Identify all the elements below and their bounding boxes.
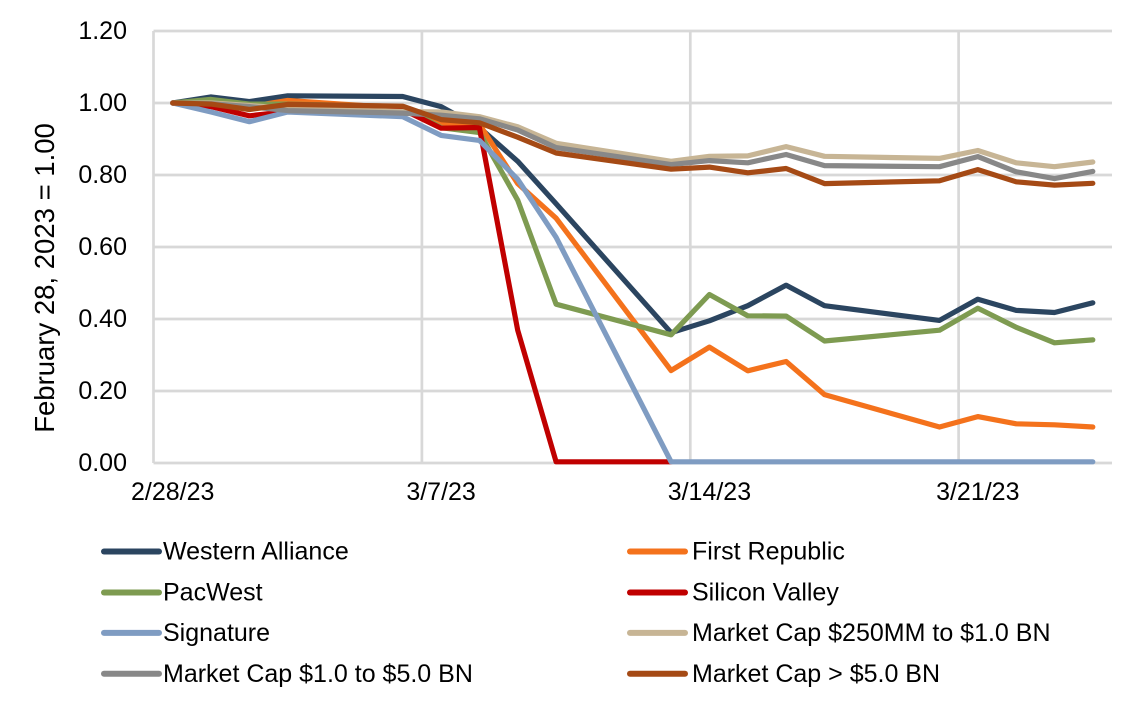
svg-text:First Republic: First Republic: [692, 538, 845, 566]
svg-text:Western Alliance: Western Alliance: [163, 538, 349, 566]
svg-text:3/21/23: 3/21/23: [936, 478, 1019, 506]
svg-text:2/28/23: 2/28/23: [131, 478, 214, 506]
svg-text:PacWest: PacWest: [163, 579, 263, 607]
svg-text:3/14/23: 3/14/23: [668, 478, 751, 506]
svg-text:1.20: 1.20: [78, 17, 127, 45]
svg-text:February 28, 2023 = 1.00: February 28, 2023 = 1.00: [29, 123, 60, 433]
svg-text:3/7/23: 3/7/23: [406, 478, 476, 506]
svg-text:Silicon Valley: Silicon Valley: [692, 579, 839, 607]
svg-text:Signature: Signature: [163, 619, 270, 647]
svg-text:Market Cap $250MM to $1.0 BN: Market Cap $250MM to $1.0 BN: [692, 619, 1051, 647]
svg-text:0.60: 0.60: [78, 233, 127, 261]
svg-text:0.40: 0.40: [78, 305, 127, 333]
svg-text:Market Cap $1.0 to $5.0 BN: Market Cap $1.0 to $5.0 BN: [163, 660, 473, 688]
svg-text:0.80: 0.80: [78, 161, 127, 189]
svg-text:1.00: 1.00: [78, 89, 127, 117]
svg-text:Market Cap > $5.0 BN: Market Cap > $5.0 BN: [692, 660, 940, 688]
svg-text:0.00: 0.00: [78, 449, 127, 477]
svg-text:0.20: 0.20: [78, 377, 127, 405]
